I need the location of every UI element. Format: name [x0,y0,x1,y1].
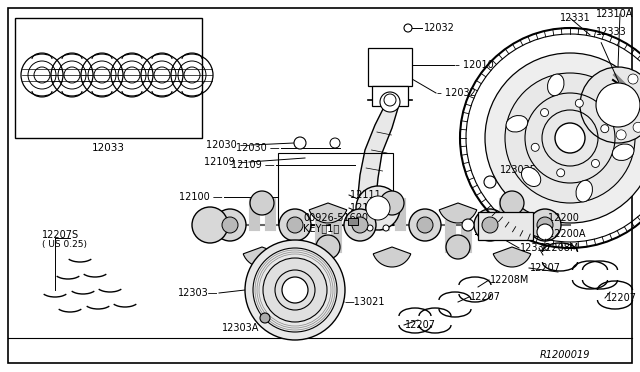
Text: 12333: 12333 [596,27,627,37]
Bar [348,218,358,225]
Text: 12303A: 12303A [222,323,259,333]
Wedge shape [243,247,281,267]
Ellipse shape [576,180,593,202]
Wedge shape [439,203,477,223]
Circle shape [575,99,583,107]
Circle shape [316,235,340,259]
Circle shape [222,217,238,233]
Circle shape [482,217,498,233]
Text: 12111 —: 12111 — [350,203,394,213]
Text: – 12200A: – 12200A [540,229,586,239]
Ellipse shape [506,116,528,132]
Bar [372,86,408,106]
Text: 12111 —: 12111 — [350,190,394,200]
Circle shape [380,92,400,112]
Circle shape [279,209,311,241]
Text: 12109 —: 12109 — [204,157,248,167]
Circle shape [628,74,638,84]
Circle shape [537,224,553,240]
Text: —13021: —13021 [345,297,385,307]
Text: 12208M: 12208M [490,275,529,285]
Circle shape [344,209,376,241]
Circle shape [282,277,308,303]
Circle shape [505,73,635,203]
Bar [478,212,533,240]
Text: KEY　1）: KEY 1） [303,223,339,233]
Circle shape [633,122,640,132]
Text: 12030 —: 12030 — [236,143,280,153]
Circle shape [245,240,345,340]
Circle shape [557,169,564,177]
Text: 12033: 12033 [92,143,125,153]
Circle shape [366,196,390,220]
Circle shape [409,209,441,241]
Text: – 12010: – 12010 [455,60,493,70]
Polygon shape [358,105,398,198]
Text: 12207: 12207 [530,263,561,273]
Text: 12032: 12032 [424,23,455,33]
Circle shape [446,235,470,259]
Circle shape [260,313,270,323]
Circle shape [417,217,433,233]
Circle shape [330,138,340,148]
Circle shape [380,191,404,215]
Text: 12330: 12330 [520,243,551,253]
Circle shape [384,94,396,106]
Circle shape [531,143,540,151]
Circle shape [214,209,246,241]
Text: R1200019: R1200019 [540,350,591,360]
Bar [278,153,393,225]
Text: 12030 —: 12030 — [206,140,250,150]
Circle shape [383,225,389,231]
Text: 12331: 12331 [560,13,591,23]
Text: 12207: 12207 [470,292,501,302]
Circle shape [580,67,640,143]
Text: 12100 —: 12100 — [179,192,223,202]
Bar [15,18,202,138]
Wedge shape [493,247,531,267]
Text: 12303F: 12303F [500,165,536,175]
Circle shape [404,24,412,32]
Circle shape [352,217,368,233]
Text: ( US 0.25): ( US 0.25) [42,241,87,250]
Circle shape [601,125,609,133]
Wedge shape [373,247,411,267]
Circle shape [287,217,303,233]
Text: 12207: 12207 [606,293,637,303]
Circle shape [500,191,524,215]
Text: 12109 —: 12109 — [232,160,275,170]
Circle shape [367,225,373,231]
Wedge shape [309,203,347,223]
Circle shape [591,160,600,167]
Circle shape [250,191,274,215]
Circle shape [263,258,327,322]
Ellipse shape [612,144,634,160]
Circle shape [616,130,626,140]
Circle shape [555,123,585,153]
Text: 12310A: 12310A [596,9,634,19]
Ellipse shape [548,74,564,96]
Circle shape [484,176,496,188]
Circle shape [541,109,548,116]
Text: – 12200: – 12200 [540,213,579,223]
Text: – 12032: – 12032 [437,88,476,98]
Circle shape [294,137,306,149]
Text: 12207: 12207 [405,320,436,330]
Ellipse shape [599,90,618,109]
Circle shape [462,219,474,231]
Text: 12207S: 12207S [42,230,79,240]
Circle shape [485,53,640,223]
Circle shape [192,207,228,243]
Text: 12208M: 12208M [540,243,579,253]
Text: 12303—: 12303— [177,288,218,298]
Circle shape [529,209,561,241]
Circle shape [537,217,553,233]
Text: 00926-51600: 00926-51600 [303,213,368,223]
Circle shape [356,186,400,230]
Bar [368,48,412,86]
Circle shape [596,83,640,127]
Circle shape [474,209,506,241]
Ellipse shape [522,167,541,186]
